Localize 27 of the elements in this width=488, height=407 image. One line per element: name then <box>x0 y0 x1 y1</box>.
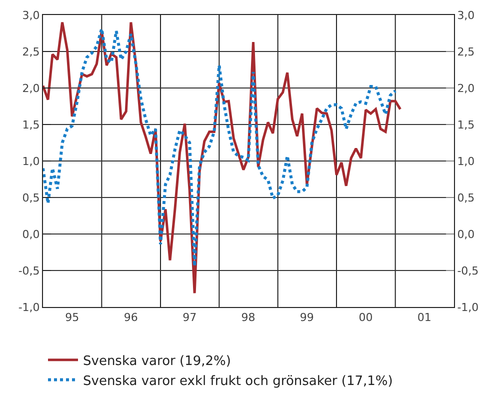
x-tick-label: 99 <box>300 311 314 324</box>
x-tick-label: 01 <box>417 311 432 324</box>
x-tick-label: 00 <box>358 311 373 324</box>
y2-tick-label: 3,0 <box>457 8 475 22</box>
y-tick-label: 1,0 <box>22 154 40 168</box>
y-tick-label: 3,0 <box>22 8 40 22</box>
y2-tick-label: -1,0 <box>457 300 479 314</box>
y-tick-label: -1,0 <box>18 300 40 314</box>
y-tick-label: -0,5 <box>18 264 40 278</box>
x-tick-label: 96 <box>124 311 138 324</box>
x-tick-label: 95 <box>65 311 80 324</box>
y-tick-label: 2,0 <box>22 82 40 95</box>
legend-label: Svenska varor exkl frukt och grönsaker (17,1%) <box>83 374 393 389</box>
y2-tick-label: -0,5 <box>457 264 479 278</box>
y2-tick-label: 0,5 <box>457 191 475 204</box>
y2-tick-label: 0,0 <box>457 228 475 241</box>
legend-label: Svenska varor (19,2%) <box>83 354 231 369</box>
y-tick-label: 0,5 <box>22 191 40 204</box>
y-tick-label: 1,5 <box>22 118 40 132</box>
x-tick-label: 97 <box>182 311 197 324</box>
y2-tick-label: 2,0 <box>457 82 475 95</box>
y2-tick-label: 2,5 <box>457 45 475 58</box>
y-tick-label: 2,5 <box>22 45 40 58</box>
x-tick-label: 98 <box>241 311 256 324</box>
y2-tick-label: 1,5 <box>457 118 475 132</box>
y-tick-label: 0,0 <box>22 228 40 241</box>
y2-tick-label: 1,0 <box>457 154 475 168</box>
